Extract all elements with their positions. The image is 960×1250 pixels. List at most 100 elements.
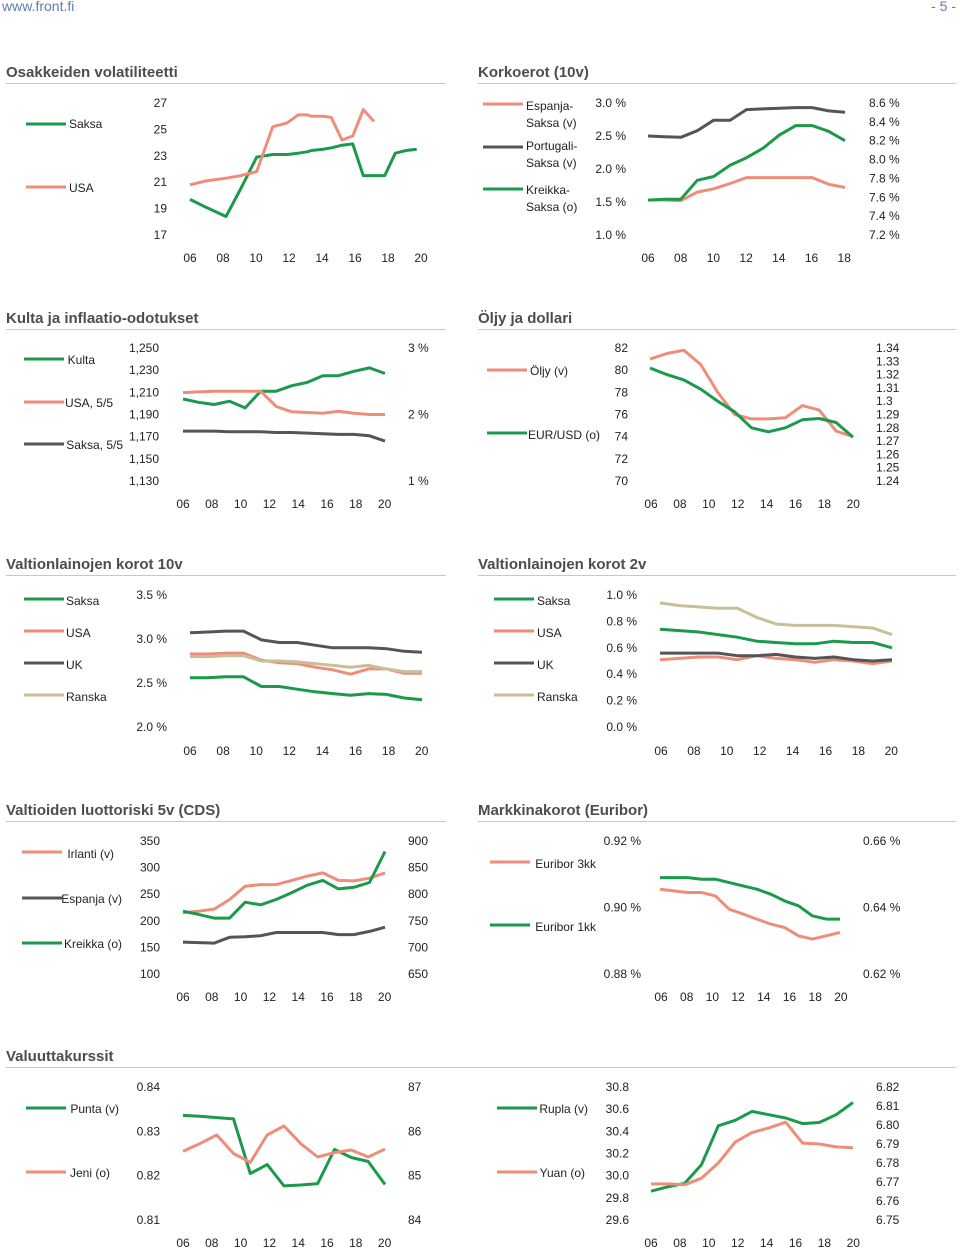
site-url-link[interactable]: www.front.fi [2, 0, 75, 14]
section-rule [6, 575, 446, 576]
series-line-kulta [182, 366, 386, 410]
y-tick-right: 87 [408, 1080, 422, 1094]
series-line-saksa-5-5 [183, 429, 386, 443]
section-title-euribor: Markkinakorot (Euribor) [478, 802, 649, 819]
x-tick: 10 [702, 1236, 716, 1250]
x-tick: 12 [263, 1236, 277, 1250]
section-title-cds: Valtioiden luottoriski 5v (CDS) [6, 802, 221, 819]
x-tick: 10 [707, 251, 721, 265]
y-tick-right: 86 [408, 1124, 422, 1138]
x-tick: 20 [378, 497, 392, 511]
x-tick: 10 [249, 251, 263, 265]
y-tick-left: 0.83 [137, 1124, 161, 1138]
y-tick-left: 25 [154, 122, 168, 136]
y-tick-left: 2.0 % [136, 720, 167, 734]
y-tick-left: 2.5 % [595, 129, 626, 143]
legend-label-kreikka-saksa-o: Kreikka- [526, 183, 570, 197]
y-tick-left: 150 [140, 940, 160, 954]
y-tick-left: 72 [615, 452, 629, 466]
x-tick: 16 [349, 744, 363, 758]
y-tick-right: 1.26 [876, 447, 900, 461]
chart-cds: 350 300 250 200 150 100 900 850 800 750 700 650 06 08… [22, 834, 428, 1004]
x-tick: 10 [702, 497, 716, 511]
y-tick-right: 900 [408, 834, 428, 848]
x-tick: 06 [654, 744, 668, 758]
x-tick: 20 [847, 1236, 861, 1250]
y-tick-right: 1.33 [876, 354, 900, 368]
legend-label-kulta: Kulta [68, 353, 96, 367]
chart-korko: 3.0 % 2.5 % 2.0 % 1.5 % 1.0 % 8.6 % 8.4 % 8.2 %… [483, 96, 900, 265]
x-tick: 18 [838, 251, 852, 265]
y-tick-right: 1.27 [876, 434, 900, 448]
series-line-ranska [659, 601, 893, 637]
x-tick: 08 [680, 990, 694, 1004]
y-tick-right: 6.78 [876, 1156, 900, 1170]
y-tick-left: 0.81 [137, 1213, 161, 1227]
series-line-saksa [659, 627, 893, 650]
y-tick-right: 850 [408, 861, 428, 875]
y-tick-left: 19 [154, 202, 168, 216]
section-rule [6, 821, 446, 822]
legend-label-euribor-3kk: Euribor 3kk [535, 857, 597, 871]
y-tick-left: 0.8 % [606, 614, 637, 628]
y-tick-left: 0.2 % [606, 694, 637, 708]
y-tick-right: 1.25 [876, 461, 900, 475]
x-tick: 12 [263, 990, 277, 1004]
y-tick-right: 1.34 [876, 341, 900, 355]
chart-euribor: 0.92 % 0.90 % 0.88 % 0.66 % 0.64 % 0.62 % 06 08… [490, 834, 901, 1004]
section-title-gov2: Valtionlainojen korot 2v [478, 556, 647, 573]
x-tick: 16 [789, 497, 803, 511]
y-tick-left: 1,190 [129, 408, 159, 422]
legend-label-ljy-v: Öljy (v) [530, 364, 568, 378]
y-tick-left: 2.5 % [136, 676, 167, 690]
x-tick: 16 [320, 1236, 334, 1250]
series-line-irlanti-v [182, 871, 386, 915]
x-tick: 12 [282, 251, 296, 265]
y-tick-right: 6.77 [876, 1175, 900, 1189]
x-tick: 18 [349, 990, 363, 1004]
y-tick-right: 7.8 % [869, 171, 900, 185]
y-tick-right: 1 % [408, 474, 429, 488]
y-tick-left: 21 [154, 175, 168, 189]
section-rule [478, 575, 956, 576]
x-tick: 12 [739, 251, 753, 265]
series-line-rupla-v [650, 1101, 854, 1193]
chart-vol: 27 25 23 21 19 17 06 08 10 12 14 16 18 20 Saksa USA [26, 96, 428, 265]
legend-label-usa: USA [69, 181, 94, 195]
legend-label-saksa: Saksa [66, 594, 100, 608]
series-line-saksa [189, 142, 417, 218]
x-tick: 20 [414, 251, 428, 265]
y-tick-left: 3.0 % [136, 632, 167, 646]
y-tick-right: 2 % [408, 408, 429, 422]
y-tick-left: 82 [615, 341, 629, 355]
x-tick: 16 [320, 497, 334, 511]
y-tick-left: 100 [140, 967, 160, 981]
x-tick: 16 [320, 990, 334, 1004]
section-rule [478, 821, 956, 822]
legend-label-espanja-saksa-v: Espanja- [526, 99, 573, 113]
series-line-jeni-o [182, 1124, 386, 1164]
legend-label-ranska: Ranska [66, 690, 107, 704]
section-rule [478, 329, 956, 330]
y-tick-right: 3 % [408, 341, 429, 355]
y-tick-left: 0.90 % [604, 901, 642, 915]
y-tick-left: 30.0 [606, 1169, 630, 1183]
x-tick: 06 [644, 497, 658, 511]
y-tick-right: 650 [408, 967, 428, 981]
y-tick-right: 0.66 % [863, 834, 901, 848]
y-tick-left: 80 [615, 363, 629, 377]
x-tick: 16 [805, 251, 819, 265]
x-tick: 12 [731, 990, 745, 1004]
y-tick-right: 84 [408, 1213, 422, 1227]
y-tick-left: 1,170 [129, 430, 159, 444]
y-tick-left: 350 [140, 834, 160, 848]
chart-gov10: 3.5 % 3.0 % 2.5 % 2.0 % 06 08 10 12 14 16 18 20 Saks… [24, 588, 429, 758]
legend-label-saksa: Saksa [537, 594, 571, 608]
x-tick: 14 [786, 744, 800, 758]
section-title-korko: Korkoerot (10v) [478, 64, 589, 81]
legend-label-jeni-o: Jeni (o) [70, 1166, 110, 1180]
legend-label-kreikka-o: Kreikka (o) [64, 937, 122, 951]
section-rule [6, 329, 446, 330]
x-tick: 18 [349, 497, 363, 511]
section-title-gov10: Valtionlainojen korot 10v [6, 556, 183, 573]
